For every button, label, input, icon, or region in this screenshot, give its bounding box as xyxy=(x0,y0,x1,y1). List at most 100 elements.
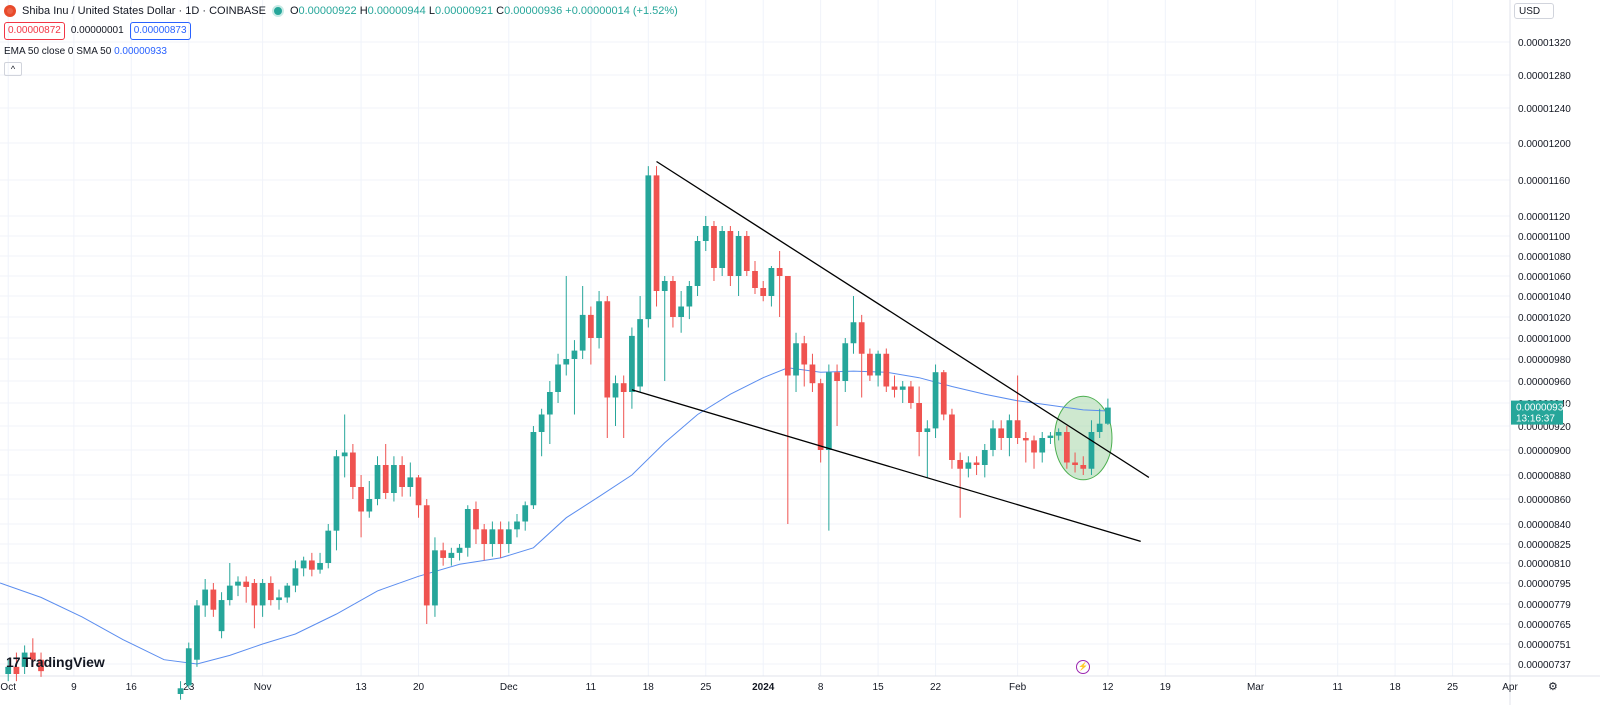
candle-body xyxy=(702,226,709,241)
lower-trendline xyxy=(631,389,1141,542)
high-value: 0.00000944 xyxy=(367,5,426,17)
candle-body xyxy=(177,688,184,694)
candle-body xyxy=(5,666,12,674)
y-tick-label: 0.00001060 xyxy=(1518,272,1571,283)
candle-body xyxy=(743,236,750,271)
x-tick-label: 15 xyxy=(873,682,885,693)
candle-body xyxy=(366,499,373,512)
candle-body xyxy=(423,505,430,606)
candle-body xyxy=(341,452,348,457)
candle-body xyxy=(990,428,996,450)
y-tick-label: 0.00000860 xyxy=(1518,495,1571,506)
candle-body xyxy=(448,552,455,558)
y-tick-label: 0.00001100 xyxy=(1518,232,1571,243)
candle-body xyxy=(226,585,233,601)
sell-button[interactable]: 0.00000872 xyxy=(4,22,65,40)
candle-body xyxy=(809,364,816,384)
live-status-icon xyxy=(271,5,284,17)
candle-body xyxy=(202,589,209,606)
y-tick-label: 0.00000980 xyxy=(1518,355,1571,366)
candle-body xyxy=(546,392,553,415)
candle-body xyxy=(998,428,1005,438)
currency-selector[interactable]: USD xyxy=(1514,3,1554,19)
candle-body xyxy=(686,286,693,307)
candle-body xyxy=(645,175,652,320)
candle-body xyxy=(1022,438,1029,441)
y-tick-label: 0.00000825 xyxy=(1518,540,1571,551)
indicator-value: 0.00000933 xyxy=(114,46,167,57)
y-tick-label: 0.00001200 xyxy=(1518,139,1571,150)
lightning-icon[interactable]: ⚡ xyxy=(1076,660,1090,674)
last-price-label: 0.00000936 xyxy=(1516,403,1569,414)
tradingview-logo-icon: 17 xyxy=(6,654,21,670)
close-value: 0.00000936 xyxy=(504,5,563,17)
x-tick-label: 25 xyxy=(700,682,712,693)
candle-body xyxy=(1072,462,1078,465)
y-tick-label: 0.00001040 xyxy=(1518,292,1571,303)
buy-button[interactable]: 0.00000873 xyxy=(129,22,191,40)
candle-body xyxy=(267,583,274,601)
candle-body xyxy=(752,271,758,288)
y-tick-label: 0.00001000 xyxy=(1518,334,1571,345)
shiba-symbol-icon[interactable] xyxy=(4,5,16,17)
ohlc-values: O0.00000922 H0.00000944 L0.00000921 C0.0… xyxy=(290,4,678,18)
candle-body xyxy=(1014,420,1021,438)
indicator-legend[interactable]: EMA 50 close 0 SMA 50 0.00000933 xyxy=(4,45,678,59)
candle-body xyxy=(538,414,545,432)
candle-body xyxy=(924,428,931,432)
candle-body xyxy=(235,581,241,586)
x-tick-label: 19 xyxy=(1160,682,1172,693)
candle-body xyxy=(653,175,660,291)
candle-body xyxy=(481,529,488,544)
candle-body xyxy=(391,465,397,493)
candle-body xyxy=(1088,432,1095,469)
x-tick-label: 2024 xyxy=(752,682,775,693)
candle-body xyxy=(308,560,315,570)
candle-body xyxy=(333,456,340,531)
candle-body xyxy=(407,477,414,487)
candle-body xyxy=(350,452,356,487)
candle-body xyxy=(916,403,923,432)
x-tick-label: 16 xyxy=(126,682,138,693)
candle-body xyxy=(29,652,36,660)
indicator-label: EMA 50 close 0 SMA 50 xyxy=(4,46,112,57)
x-tick-label: 11 xyxy=(586,682,597,693)
collapse-icon[interactable]: ^ xyxy=(4,62,22,76)
spread-value: 0.00000001 xyxy=(70,25,124,36)
candle-body xyxy=(284,585,291,598)
symbol-title[interactable]: Shiba Inu / United States Dollar · 1D · … xyxy=(22,5,266,17)
candle-body xyxy=(768,268,775,296)
close-label: C xyxy=(496,5,505,17)
candle-body xyxy=(612,383,619,398)
y-tick-label: 0.00000737 xyxy=(1518,660,1571,671)
y-tick-label: 0.00001080 xyxy=(1518,252,1571,263)
candle-body xyxy=(727,231,734,276)
candle-body xyxy=(834,372,840,381)
settings-gear-icon[interactable]: ⚙ xyxy=(1548,681,1558,693)
candle-body xyxy=(842,343,849,381)
candle-body xyxy=(587,314,594,338)
candle-body xyxy=(489,529,496,544)
tradingview-logo[interactable]: 17 TradingView xyxy=(6,654,105,670)
candle-body xyxy=(194,605,200,660)
x-tick-label: 18 xyxy=(1390,682,1402,693)
candle-body xyxy=(440,550,447,558)
candle-body xyxy=(1031,440,1037,453)
x-tick-label: 22 xyxy=(930,682,942,693)
candle-body xyxy=(185,648,192,686)
candle-body xyxy=(637,319,643,387)
candle-body xyxy=(1105,407,1111,424)
candle-body xyxy=(899,386,906,390)
candle-body xyxy=(382,465,389,493)
candle-body xyxy=(883,353,890,387)
x-tick-label: 18 xyxy=(643,682,655,693)
candle-body xyxy=(875,353,881,376)
y-tick-label: 0.00001320 xyxy=(1518,38,1571,49)
candles xyxy=(5,166,1111,700)
candle-body xyxy=(604,301,611,398)
candle-body xyxy=(530,432,537,506)
candle-body xyxy=(949,414,955,460)
last-price-tag xyxy=(1511,400,1563,425)
x-tick-label: 11 xyxy=(1332,682,1343,693)
